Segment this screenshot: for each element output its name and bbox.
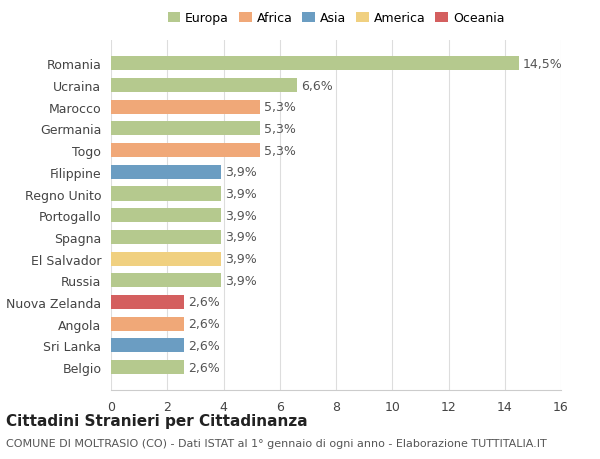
Bar — [111, 317, 184, 331]
Bar — [111, 274, 221, 288]
Bar — [111, 79, 296, 93]
Text: COMUNE DI MOLTRASIO (CO) - Dati ISTAT al 1° gennaio di ogni anno - Elaborazione : COMUNE DI MOLTRASIO (CO) - Dati ISTAT al… — [6, 438, 547, 448]
Bar — [111, 57, 519, 71]
Text: 2,6%: 2,6% — [188, 339, 220, 352]
Text: 3,9%: 3,9% — [225, 252, 257, 265]
Bar — [111, 144, 260, 158]
Bar — [111, 230, 221, 244]
Bar — [111, 339, 184, 353]
Bar — [111, 252, 221, 266]
Legend: Europa, Africa, Asia, America, Oceania: Europa, Africa, Asia, America, Oceania — [163, 7, 509, 30]
Bar — [111, 209, 221, 223]
Text: 3,9%: 3,9% — [225, 166, 257, 179]
Bar — [111, 122, 260, 136]
Text: 5,3%: 5,3% — [264, 144, 296, 157]
Text: 2,6%: 2,6% — [188, 361, 220, 374]
Text: 2,6%: 2,6% — [188, 296, 220, 309]
Text: 14,5%: 14,5% — [523, 58, 563, 71]
Bar — [111, 101, 260, 115]
Text: 2,6%: 2,6% — [188, 318, 220, 330]
Text: 3,9%: 3,9% — [225, 188, 257, 201]
Text: Cittadini Stranieri per Cittadinanza: Cittadini Stranieri per Cittadinanza — [6, 413, 308, 428]
Text: 3,9%: 3,9% — [225, 231, 257, 244]
Text: 5,3%: 5,3% — [264, 123, 296, 135]
Bar — [111, 187, 221, 201]
Text: 6,6%: 6,6% — [301, 79, 332, 92]
Bar — [111, 360, 184, 374]
Bar — [111, 295, 184, 309]
Bar — [111, 165, 221, 179]
Text: 3,9%: 3,9% — [225, 209, 257, 222]
Text: 3,9%: 3,9% — [225, 274, 257, 287]
Text: 5,3%: 5,3% — [264, 101, 296, 114]
